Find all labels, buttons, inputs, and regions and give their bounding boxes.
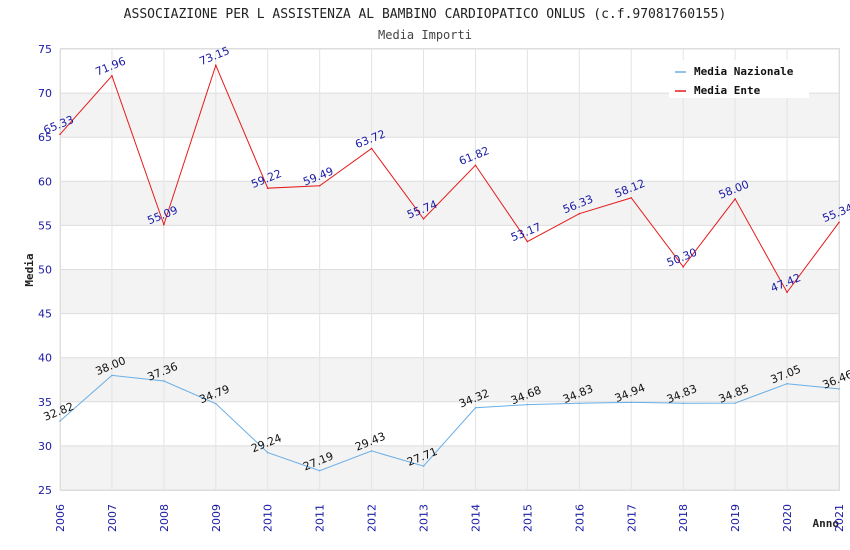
y-tick-label: 35	[38, 396, 52, 409]
y-tick-label: 70	[38, 87, 52, 100]
x-tick-label: 2021	[833, 504, 846, 532]
data-point	[318, 469, 321, 472]
y-tick-label: 60	[38, 175, 52, 188]
data-point	[474, 164, 477, 167]
data-label: 73.15	[197, 44, 231, 68]
data-label: 71.96	[94, 55, 128, 79]
chart-title: ASSOCIAZIONE PER L ASSISTENZA AL BAMBINO…	[124, 7, 727, 22]
y-tick-label: 65	[38, 131, 52, 144]
y-tick-label: 75	[38, 43, 52, 56]
data-point	[266, 451, 269, 454]
x-tick-label: 2013	[418, 504, 431, 532]
data-point	[422, 465, 425, 467]
x-tick-label: 2018	[677, 504, 690, 532]
background-bands	[60, 93, 839, 490]
y-tick-label: 55	[38, 219, 52, 232]
data-point	[838, 388, 840, 390]
data-point	[734, 402, 736, 404]
data-point	[111, 75, 113, 77]
grid-band	[60, 357, 839, 402]
data-point	[786, 291, 788, 294]
data-point	[59, 420, 61, 422]
x-tick-label: 2019	[729, 504, 742, 532]
data-point	[578, 402, 581, 405]
y-tick-label: 25	[38, 484, 52, 497]
data-point	[370, 147, 373, 150]
y-tick-labels: 25 30 35 40 45 50 55 60 65 70 75	[38, 43, 52, 497]
x-tick-label: 2011	[314, 504, 327, 532]
series-line-media-ente	[59, 63, 840, 294]
legend-label-media-ente: Media Ente	[694, 84, 761, 97]
grid-band	[60, 93, 839, 138]
data-point	[111, 374, 113, 377]
data-point	[370, 450, 373, 452]
data-point	[422, 218, 425, 220]
y-axis-label: Media	[23, 253, 36, 286]
data-point	[163, 223, 165, 226]
data-point	[474, 406, 477, 409]
data-point	[318, 184, 321, 187]
x-tick-label: 2015	[521, 504, 534, 532]
data-point	[734, 198, 736, 200]
data-point	[630, 197, 633, 199]
legend-box	[669, 60, 809, 98]
series-line-media-nazionale	[59, 374, 840, 472]
series-lines	[59, 63, 840, 472]
data-point	[526, 240, 529, 243]
x-tick-label: 2010	[262, 504, 275, 532]
y-tick-label: 50	[38, 264, 52, 277]
x-tick-label: 2006	[54, 504, 67, 532]
data-point	[215, 402, 217, 405]
data-point	[266, 187, 269, 189]
grid-band	[60, 445, 839, 490]
x-tick-label: 2017	[625, 504, 638, 532]
legend-label-media-nazionale: Media Nazionale	[694, 65, 794, 78]
y-tick-label: 40	[38, 352, 52, 365]
x-tick-label: 2016	[573, 504, 586, 532]
legend: Media Nazionale Media Ente	[669, 60, 809, 98]
x-tick-label: 2009	[210, 504, 223, 532]
plot-frame	[60, 48, 840, 491]
grid-band	[60, 181, 839, 226]
data-label: 61.82	[457, 144, 491, 168]
x-tick-label: 2008	[158, 504, 171, 532]
data-point	[786, 382, 788, 385]
x-tick-labels: 2006 2007 2008 2009 2010 2011 2012 2013 2014 2015…	[54, 504, 846, 532]
x-tick-label: 2020	[781, 504, 794, 532]
data-point	[215, 64, 217, 67]
data-point	[163, 380, 165, 382]
data-point	[59, 133, 61, 136]
y-tick-label: 30	[38, 440, 52, 453]
data-point	[578, 212, 581, 215]
data-point	[682, 266, 684, 268]
data-point	[682, 402, 684, 405]
x-tick-label: 2012	[366, 504, 379, 532]
y-tick-label: 45	[38, 308, 52, 321]
x-axis-label: Anno	[813, 517, 840, 530]
x-tick-label: 2014	[469, 504, 482, 532]
x-tick-label: 2007	[106, 504, 119, 532]
data-point	[630, 401, 633, 404]
chart-subtitle: Media Importi	[378, 28, 472, 42]
data-point	[526, 403, 529, 406]
data-point	[838, 221, 840, 224]
grid-band	[60, 269, 839, 314]
